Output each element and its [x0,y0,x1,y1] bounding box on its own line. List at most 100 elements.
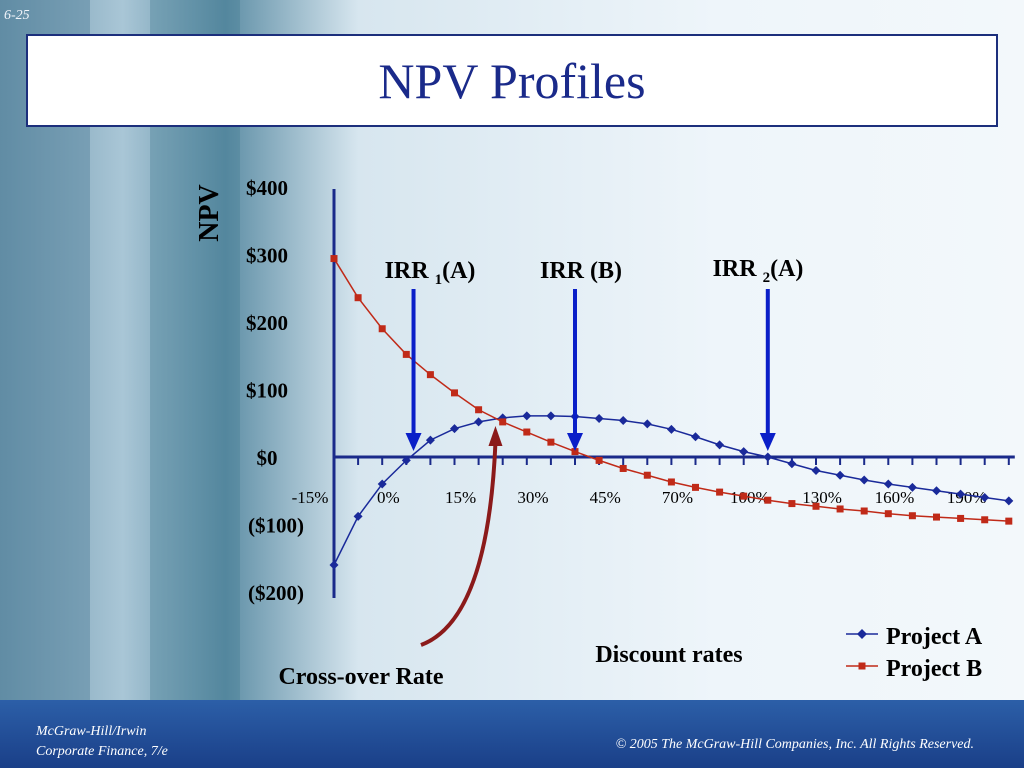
legend-marker-project-b [858,662,866,670]
y-tick-label: $300 [246,244,288,268]
annotation-layer: IRR 1(A) IRR (B) IRR 2(A) [385,256,804,647]
data-point [353,511,363,521]
data-point [642,419,652,429]
irr-arrow-head [759,433,776,451]
data-point [378,325,386,333]
irr-label: IRR 1(A) [385,258,476,288]
irr-annotation: IRR 2(A) [713,256,804,451]
legend: Project A Project B [846,624,983,682]
data-point [715,440,725,450]
data-point [499,418,507,426]
irr-arrow-head [405,433,422,451]
x-tick-label: 190% [947,488,987,507]
slide-title: NPV Profiles [378,52,646,109]
footer-book: Corporate Finance, 7/e [36,744,168,759]
data-point [450,424,459,434]
data-point [691,432,700,442]
data-point [401,455,411,465]
npv-chart: $400 $300 $200 $100 $0 ($100) ($200) -15% 0% 15%… [194,176,1015,690]
data-point [571,448,579,456]
data-point [595,456,603,464]
series-project-a [329,411,1014,570]
legend-item-project-a: Project A [846,624,983,650]
x-tick-label: 130% [802,488,842,507]
crossover-arrow-head [488,426,503,446]
data-point [692,483,699,491]
data-point [546,411,556,421]
data-point [643,471,651,479]
irr-label: IRR (B) [540,258,622,284]
x-tick-label: 15% [445,488,476,507]
chart-axes [332,189,1015,598]
data-point [402,350,410,358]
x-axis-label: Discount rates [595,642,742,668]
footer-copyright: © 2005 The McGraw-Hill Companies, Inc. A… [615,737,974,752]
data-point [619,464,627,472]
data-point [956,489,966,499]
footer-publisher: McGraw-Hill/Irwin [36,724,147,739]
data-point [957,514,965,522]
data-point [451,389,458,397]
data-point [932,486,941,496]
data-point [812,502,820,510]
data-point [980,493,990,502]
data-point [354,294,362,302]
data-point [329,560,339,570]
data-point [884,510,892,518]
data-point [547,438,555,446]
data-point [811,466,821,475]
series-project-b [330,255,1013,525]
y-axis-label: NPV [194,184,225,242]
data-point [981,516,989,524]
data-point [522,411,532,421]
data-point [716,488,724,496]
irr-annotation: IRR 1(A) [385,258,476,451]
crossover-arrow [420,426,503,647]
data-point [883,479,893,489]
y-tick-label: $0 [257,446,278,470]
irr-annotation: IRR (B) [540,258,622,451]
y-tick-label: ($200) [248,581,304,605]
legend-marker-project-a [857,629,867,639]
series-layer [329,255,1014,570]
legend-item-project-b: Project B [846,656,982,682]
y-tick-label: $100 [246,379,288,403]
irr-label: IRR 2(A) [713,256,804,286]
x-tick-labels: -15% 0% 15% 30% 45% 70% 100% 130% 160% 190% [292,488,987,507]
data-point [740,492,748,500]
data-point [330,255,338,263]
data-point [836,505,844,513]
data-point [933,513,940,521]
x-tick-label: 160% [875,488,915,507]
data-point [474,417,484,427]
data-point [1005,517,1013,525]
x-tick-label: 45% [590,488,621,507]
data-point [787,459,797,469]
data-point [788,500,796,508]
data-point [739,447,749,457]
data-point [1004,496,1014,506]
data-point [425,435,435,445]
data-point [764,496,772,504]
data-point [523,428,531,436]
data-point [618,416,628,426]
data-point [907,482,917,492]
crossover-arrow-shaft [420,441,498,647]
slide-number: 6-25 [4,8,30,23]
x-tick-label: 0% [377,488,400,507]
y-tick-label: $400 [246,176,288,200]
footer-left: McGraw-Hill/Irwin Corporate Finance, 7/e [36,722,168,762]
x-tick-label: 30% [517,488,548,507]
data-point [426,371,434,379]
x-tick-label: -15% [292,488,329,507]
data-point [667,478,675,486]
y-tick-labels: $400 $300 $200 $100 $0 ($100) ($200) [246,176,304,605]
data-point [666,424,676,434]
data-point [763,452,773,462]
x-tick-label: 70% [662,488,693,507]
title-box: NPV Profiles [26,34,998,127]
y-tick-label: $200 [246,311,288,335]
data-point [377,479,387,489]
data-point [594,414,604,424]
data-point [859,475,869,485]
